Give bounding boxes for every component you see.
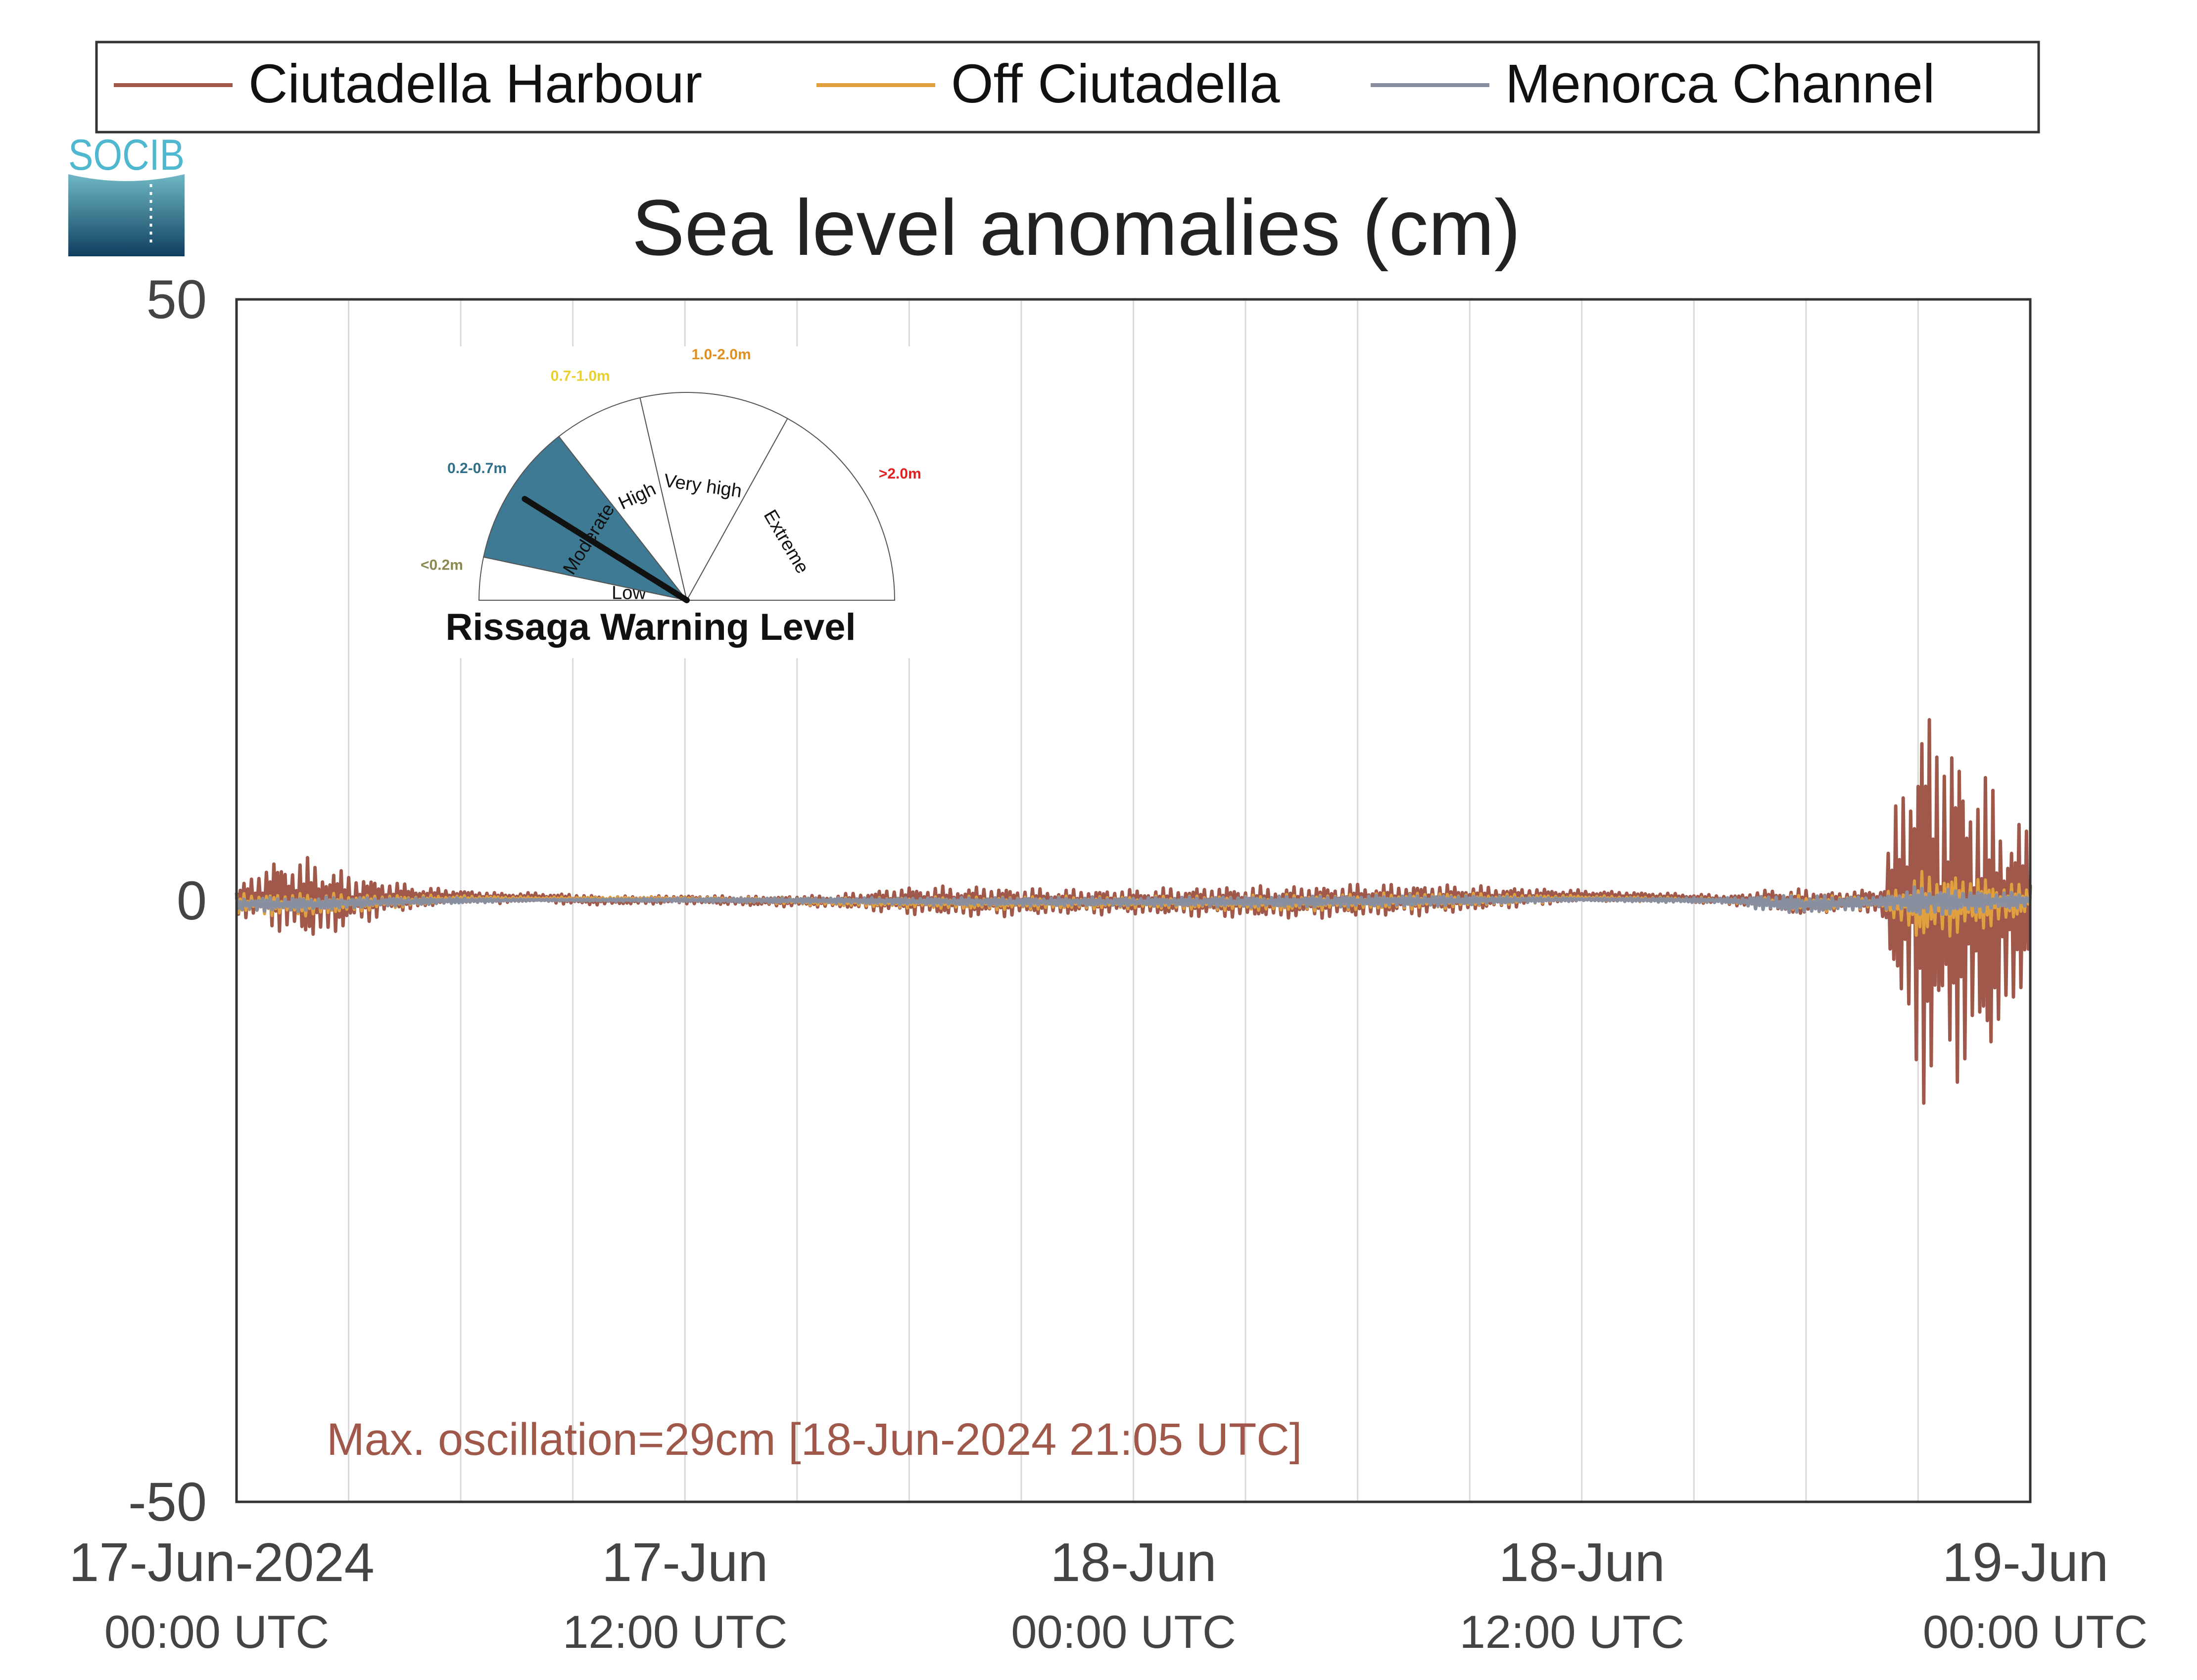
legend: Ciutadella Harbour Off Ciutadella Menorc… <box>95 41 2040 134</box>
plot-frame <box>235 298 2032 1503</box>
x-tick-sublabel: 00:00 UTC <box>1923 1606 2148 1658</box>
y-tick-label: -50 <box>128 1472 207 1533</box>
gauge-range-label: 0.7-1.0m <box>551 368 610 384</box>
socib-logo: SOCIB <box>68 130 185 256</box>
gauge-sectors: Low<0.2mModerate0.2-0.7mHigh0.7-1.0mVery… <box>421 346 921 604</box>
x-tick-label: 18-Jun <box>1050 1532 1216 1593</box>
gauge-range-label: >2.0m <box>879 466 921 482</box>
x-tick-label: 17-Jun <box>602 1532 768 1593</box>
gauge-range-label: 0.2-0.7m <box>447 460 507 477</box>
max-oscillation-annotation: Max. oscillation=29cm [18-Jun-2024 21:05… <box>327 1414 1302 1465</box>
x-tick-sublabel: 00:00 UTC <box>104 1606 330 1658</box>
gauge-sector <box>483 435 688 601</box>
x-tick-sublabel: 12:00 UTC <box>563 1606 788 1658</box>
y-tick-label: 50 <box>146 269 207 330</box>
series-lines <box>235 718 2032 1105</box>
series-line-ciutadella-harbour <box>235 718 2032 1105</box>
axes: -50 0 50 17-Jun-2024 00:00 UTC 17-Jun 12:00 UT… <box>69 269 2148 1658</box>
x-tick-sublabel: 12:00 UTC <box>1459 1606 1684 1658</box>
rissaga-gauge: Low<0.2mModerate0.2-0.7mHigh0.7-1.0mVery… <box>401 346 930 658</box>
gauge-range-label: 1.0-2.0m <box>692 346 751 363</box>
x-tick-label: 17-Jun-2024 <box>69 1532 375 1593</box>
gauge-range-label: <0.2m <box>421 557 463 573</box>
gauge-title: Rissaga Warning Level <box>445 606 856 648</box>
legend-label-menorca-channel: Menorca Channel <box>1505 53 1935 114</box>
x-tick-label: 18-Jun <box>1499 1532 1665 1593</box>
legend-label-off-ciutadella: Off Ciutadella <box>951 53 1280 114</box>
legend-box <box>95 41 2040 134</box>
socib-logo-text: SOCIB <box>68 130 185 179</box>
socib-logo-wave-icon <box>68 174 185 256</box>
chart-title: Sea level anomalies (cm) <box>632 183 1521 272</box>
x-tick-sublabel: 00:00 UTC <box>1011 1606 1236 1658</box>
y-tick-label: 0 <box>177 870 207 931</box>
gauge-sector <box>639 392 788 602</box>
gauge-sector <box>558 397 687 601</box>
gauge-needle <box>522 496 690 603</box>
series-line-menorca-channel <box>235 885 2032 916</box>
x-tick-label: 19-Jun <box>1942 1532 2108 1593</box>
legend-label-ciutadella-harbour: Ciutadella Harbour <box>248 53 702 114</box>
gauge-sector <box>686 418 896 601</box>
